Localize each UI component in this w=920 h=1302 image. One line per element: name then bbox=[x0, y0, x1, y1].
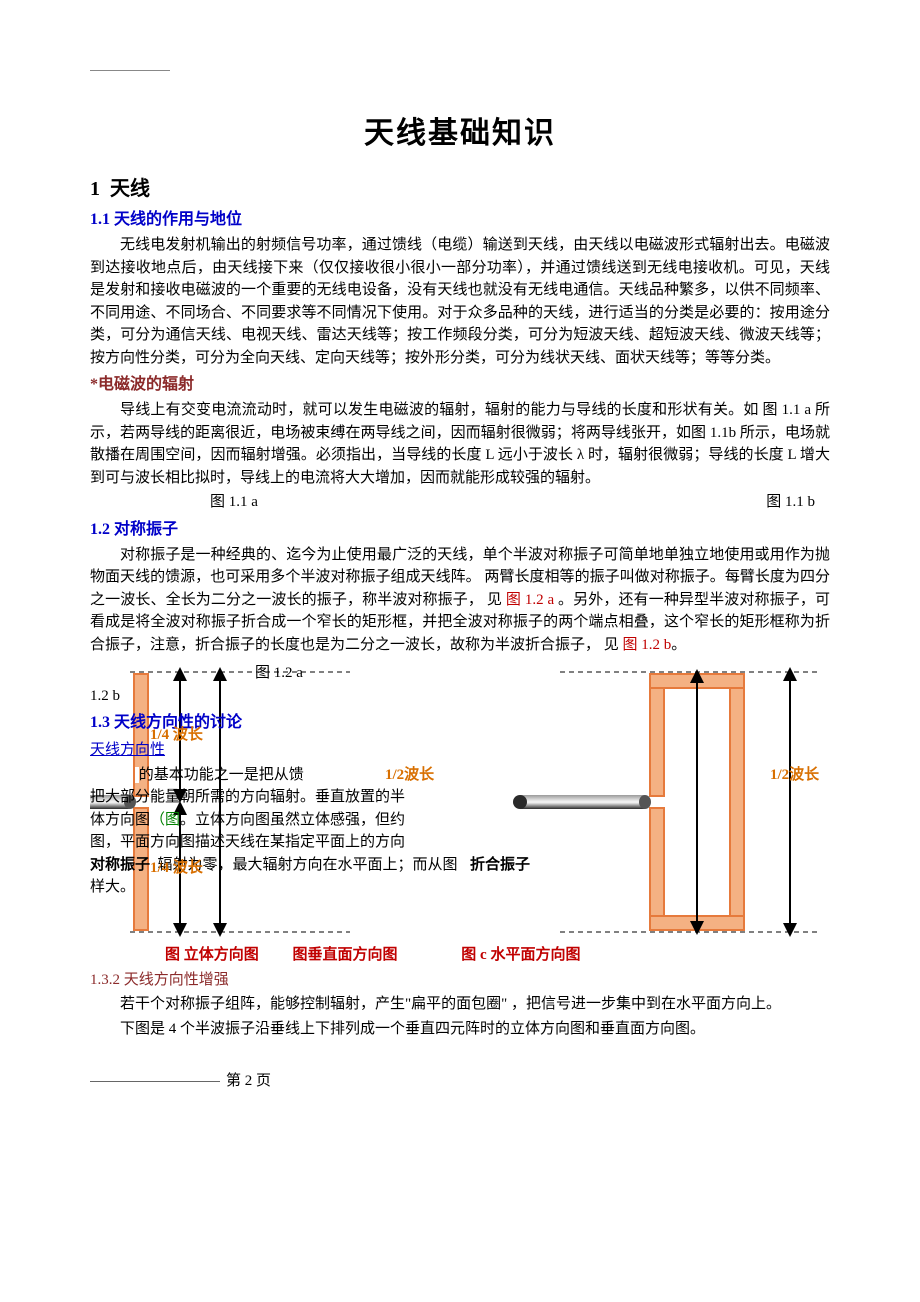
section-1-2-heading: 1.2 对称振子 bbox=[90, 518, 830, 542]
p4-line1: 的基本功能之一是把从馈 1/2波长 1/2波长 bbox=[135, 764, 830, 787]
fig-1-2-a-label: 图 1.2 a bbox=[255, 662, 830, 685]
doc-title: 天线基础知识 bbox=[90, 111, 830, 156]
folded-dipole-label: 折合振子 bbox=[470, 854, 530, 877]
p4c-pre: 体方向图 bbox=[90, 812, 150, 828]
half-wave-a-label: 1/2波长 bbox=[385, 764, 434, 787]
footer-rule bbox=[90, 1081, 220, 1082]
fig-1-2-a-ref: 图 1.2 a bbox=[506, 592, 554, 608]
p4-line4: 图，平面方向图描述天线在某指定平面上的方向 bbox=[90, 831, 830, 854]
page-footer: 第 2 页 bbox=[90, 1070, 830, 1093]
fig-1-2-b-label: 1.2 b bbox=[90, 685, 830, 708]
p4a: 的基本功能之一是把从馈 bbox=[139, 767, 304, 783]
direction-figure-captions: 图 立体方向图 图垂直面方向图 图 c 水平面方向图 bbox=[90, 944, 830, 967]
half-wave-b-label: 1/2波长 bbox=[770, 764, 819, 787]
section-1-1-heading: 1.1 天线的作用与地位 bbox=[90, 208, 830, 232]
para-1-3-2-a: 若干个对称振子组阵，能够控制辐射，产生"扁平的面包圈" ，把信号进一步集中到在水… bbox=[90, 993, 830, 1016]
diagram-overlay-text: 图 1.2 a 1.2 b 1/4 波长 1.3 天线方向性的讨论 天线方向性 … bbox=[90, 662, 830, 899]
figcap-b: 图垂直面方向图 bbox=[293, 944, 398, 967]
page-number: 第 2 页 bbox=[226, 1073, 271, 1089]
figure-1-2-diagram: 图 1.2 a 1.2 b 1/4 波长 1.3 天线方向性的讨论 天线方向性 … bbox=[90, 662, 830, 942]
section-1-heading: 1 天线 bbox=[90, 174, 830, 204]
fig-1-2-b-ref: 图 1.2 b bbox=[623, 637, 672, 653]
para-em-radiation: 导线上有交变电流流动时，就可以发生电磁波的辐射，辐射的能力与导线的长度和形状有关… bbox=[90, 399, 830, 489]
figcap-a: 图 立体方向图 bbox=[165, 944, 259, 967]
para-1-3-2-b: 下图是 4 个半波振子沿垂线上下排列成一个垂直四元阵时的立体方向图和垂直面方向图… bbox=[90, 1018, 830, 1041]
header-rule bbox=[90, 70, 170, 71]
p4-line2: 把大部分能量朝所需的方向辐射。垂直放置的半 bbox=[90, 786, 830, 809]
symmetric-dipole-label: 对称振子 bbox=[90, 857, 150, 873]
para-1-2: 对称振子是一种经典的、迄今为止使用最广泛的天线，单个半波对称振子可简单地单独立地… bbox=[90, 544, 830, 657]
fig-1-1-b-label: 图 1.1 b bbox=[766, 491, 815, 514]
quarter-wave-top-label: 1/4 波长 bbox=[150, 724, 203, 747]
section-1-num: 1 bbox=[90, 178, 100, 200]
fig-1-1-a-label: 图 1.1 a bbox=[210, 491, 258, 514]
para-1-2-c: 。 bbox=[671, 637, 686, 653]
fig-1-1-labels: 图 1.1 a 图 1.1 b bbox=[90, 491, 830, 514]
section-1-label: 天线 bbox=[110, 178, 150, 200]
em-radiation-heading: *电磁波的辐射 bbox=[90, 373, 830, 397]
quarter-wave-bot-label: 1/4 波长 bbox=[150, 857, 203, 880]
p4c-rest: 。立体方向图虽然立体感强，但约 bbox=[180, 812, 405, 828]
p4c-green: （图 bbox=[150, 812, 180, 828]
p4-line3: 体方向图（图。立体方向图虽然立体感强，但约 bbox=[90, 809, 830, 832]
section-1-3-2-heading: 1.3.2 天线方向性增强 bbox=[90, 969, 830, 992]
figcap-c: 图 c 水平面方向图 bbox=[461, 944, 580, 967]
para-1-1: 无线电发射机输出的射频信号功率，通过馈线（电缆）输送到天线，由天线以电磁波形式辐… bbox=[90, 234, 830, 369]
